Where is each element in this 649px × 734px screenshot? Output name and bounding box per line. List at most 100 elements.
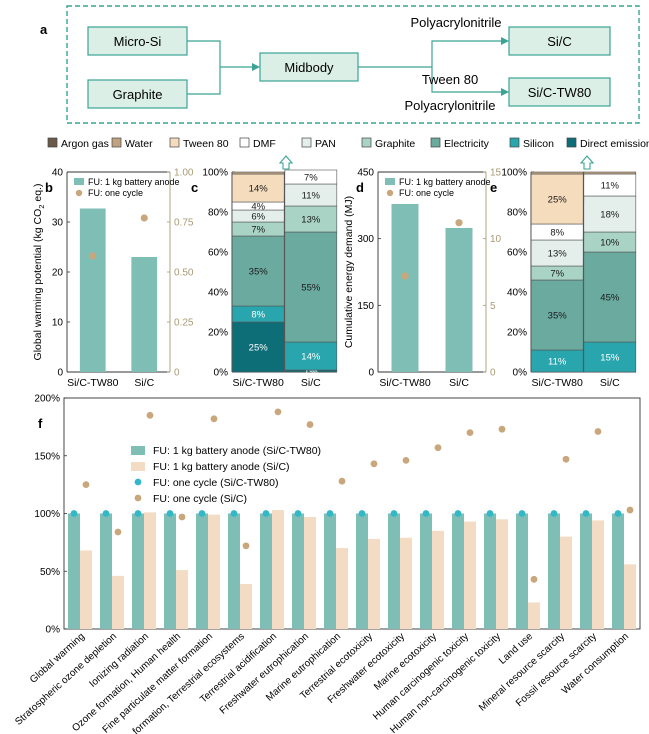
f-dot-si-c-tw80	[134, 510, 142, 517]
e-ytick-label: 60%	[507, 248, 527, 259]
b-legend-label-dot: FU: one cycle	[88, 188, 143, 198]
c-ytick-label: 40%	[208, 288, 228, 299]
f-dot-si-c	[370, 460, 378, 468]
f-bar-si-c	[528, 602, 540, 629]
e-xtick-label: Si/C-TW80	[532, 377, 583, 389]
node-micro-si	[87, 26, 188, 56]
e-segment-label: 45%	[600, 293, 620, 304]
legend-swatch-0	[47, 137, 58, 148]
f-bar-si-c	[560, 536, 572, 629]
f-dot-si-c	[626, 506, 634, 514]
f-ytick-label: 0%	[46, 625, 61, 636]
e-ytick-label: 100%	[501, 168, 527, 179]
up-arrow-c-icon	[278, 155, 294, 170]
panel-c-chart: 0% 20% 40% 60% 80% 100% 25% 8% 35% 7% 6%4% 14% Si/C-…	[191, 168, 338, 389]
d-ylabel: Cumulative energy demand (MJ)	[343, 196, 355, 348]
f-legend-swatch-2	[134, 478, 142, 486]
c-segment-label: 13%	[301, 215, 321, 226]
f-dot-si-c	[146, 411, 154, 419]
f-bar-si-c-tw80	[100, 513, 112, 629]
b-y2tick-label: 1.00	[174, 168, 194, 179]
c-xtick-label: Si/C	[301, 377, 321, 389]
c-ytick-label: 80%	[208, 208, 228, 219]
f-dot-si-c-tw80	[198, 510, 206, 517]
c-segment-label: 25%	[249, 343, 269, 354]
e-segment-label: 7%	[550, 269, 564, 280]
e-ytick-label: 20%	[507, 328, 527, 339]
b-cycle-dot	[140, 214, 148, 222]
arrow-label-bottom-upper: Tween 80	[422, 72, 478, 87]
c-segment-label: 1%	[304, 367, 318, 378]
f-dot-si-c	[338, 477, 346, 485]
f-bar-si-c	[240, 583, 252, 629]
f-dot-si-c-tw80	[390, 510, 398, 517]
f-bar-si-c-tw80	[484, 513, 496, 629]
f-dot-si-c	[306, 421, 314, 428]
f-dot-si-c	[594, 428, 602, 435]
e-segment-label: 35%	[548, 311, 568, 322]
c-xtick-label: Si/C-TW80	[233, 377, 284, 389]
component-legend: Argon gas Water Tween 80 DMF PAN Graphite Elec…	[47, 137, 649, 150]
f-bar-si-c	[112, 575, 124, 629]
legend-label-8: Direct emission	[580, 138, 649, 150]
c-connector-line	[283, 205, 286, 223]
legend-label-5: Graphite	[375, 138, 415, 150]
e-segment-label: 25%	[548, 195, 568, 206]
node-si-c-label: Si/C	[547, 34, 572, 49]
c-segment-label: 7%	[251, 225, 265, 236]
c-segment-label: 14%	[301, 352, 321, 363]
c-segment-label: 4%	[251, 202, 265, 213]
f-dot-si-c	[530, 575, 538, 583]
f-ytick-label: 150%	[34, 451, 60, 462]
f-dot-si-c	[274, 408, 282, 416]
f-bar-si-c	[592, 520, 604, 629]
legend-label-1: Water	[125, 138, 153, 150]
f-bar-si-c	[368, 538, 380, 629]
b-ytick-label: 0	[57, 368, 63, 379]
b-xtick-label: Si/C	[134, 377, 154, 389]
f-dot-si-c-tw80	[358, 510, 366, 517]
e-segment-silicon	[583, 341, 637, 373]
f-dot-si-c-tw80	[70, 510, 78, 517]
b-ytick-label: 30	[52, 218, 64, 229]
e-panel-label: e	[490, 180, 497, 195]
e-connector-line	[582, 251, 585, 281]
flow-connectors	[187, 40, 505, 95]
e-segment-label: 11%	[601, 181, 620, 192]
f-dot-si-c-tw80	[326, 510, 334, 517]
e-segment-pan	[530, 239, 584, 267]
c-ytick-label: 20%	[208, 328, 228, 339]
f-legend-label-3: FU: one cycle (Si/C)	[153, 493, 247, 505]
e-ytick-label: 0%	[513, 368, 528, 379]
d-cycle-dot	[401, 272, 409, 280]
legend-label-4: PAN	[315, 138, 336, 150]
e-ytick-label: 80%	[507, 208, 527, 219]
f-bar-si-c	[144, 512, 156, 629]
e-segment-label: 8%	[550, 228, 564, 239]
e-ytick-label: 40%	[507, 288, 527, 299]
node-si-c-tw80-label: Si/C-TW80	[528, 85, 592, 100]
c-segment-label: 7%	[304, 173, 318, 184]
f-dot-si-c-tw80	[486, 510, 494, 517]
d-ytick-label: 300	[357, 234, 374, 245]
f-legend-label-2: FU: one cycle (Si/C-TW80)	[153, 477, 278, 489]
b-ytick-label: 10	[52, 318, 64, 329]
f-dot-si-c-tw80	[102, 510, 110, 517]
node-si-c-tw80	[508, 77, 611, 107]
d-y2tick-label: 15	[490, 168, 502, 179]
e-segment-water	[583, 171, 637, 175]
node-micro-si-label: Micro-Si	[114, 34, 162, 49]
f-dot-si-c-tw80	[614, 510, 622, 517]
f-bar-si-c	[208, 514, 220, 629]
b-ylabel-subscript: 2	[37, 205, 46, 209]
d-bar	[445, 228, 473, 372]
f-dot-si-c	[178, 513, 186, 521]
f-ytick-label: 50%	[40, 567, 60, 578]
panel-d-chart: 0 150 300 450 0 5 10 15 Si/C-TW80 Si/C FU: 1 kg ba…	[343, 168, 502, 390]
c-segment-silicon	[284, 341, 338, 371]
d-bar	[391, 204, 419, 372]
b-ylabel-main: Global warming potential (kg CO	[32, 209, 44, 361]
c-connector-line	[283, 231, 286, 237]
f-bar-si-c	[400, 537, 412, 629]
d-xtick-label: Si/C	[449, 377, 469, 389]
